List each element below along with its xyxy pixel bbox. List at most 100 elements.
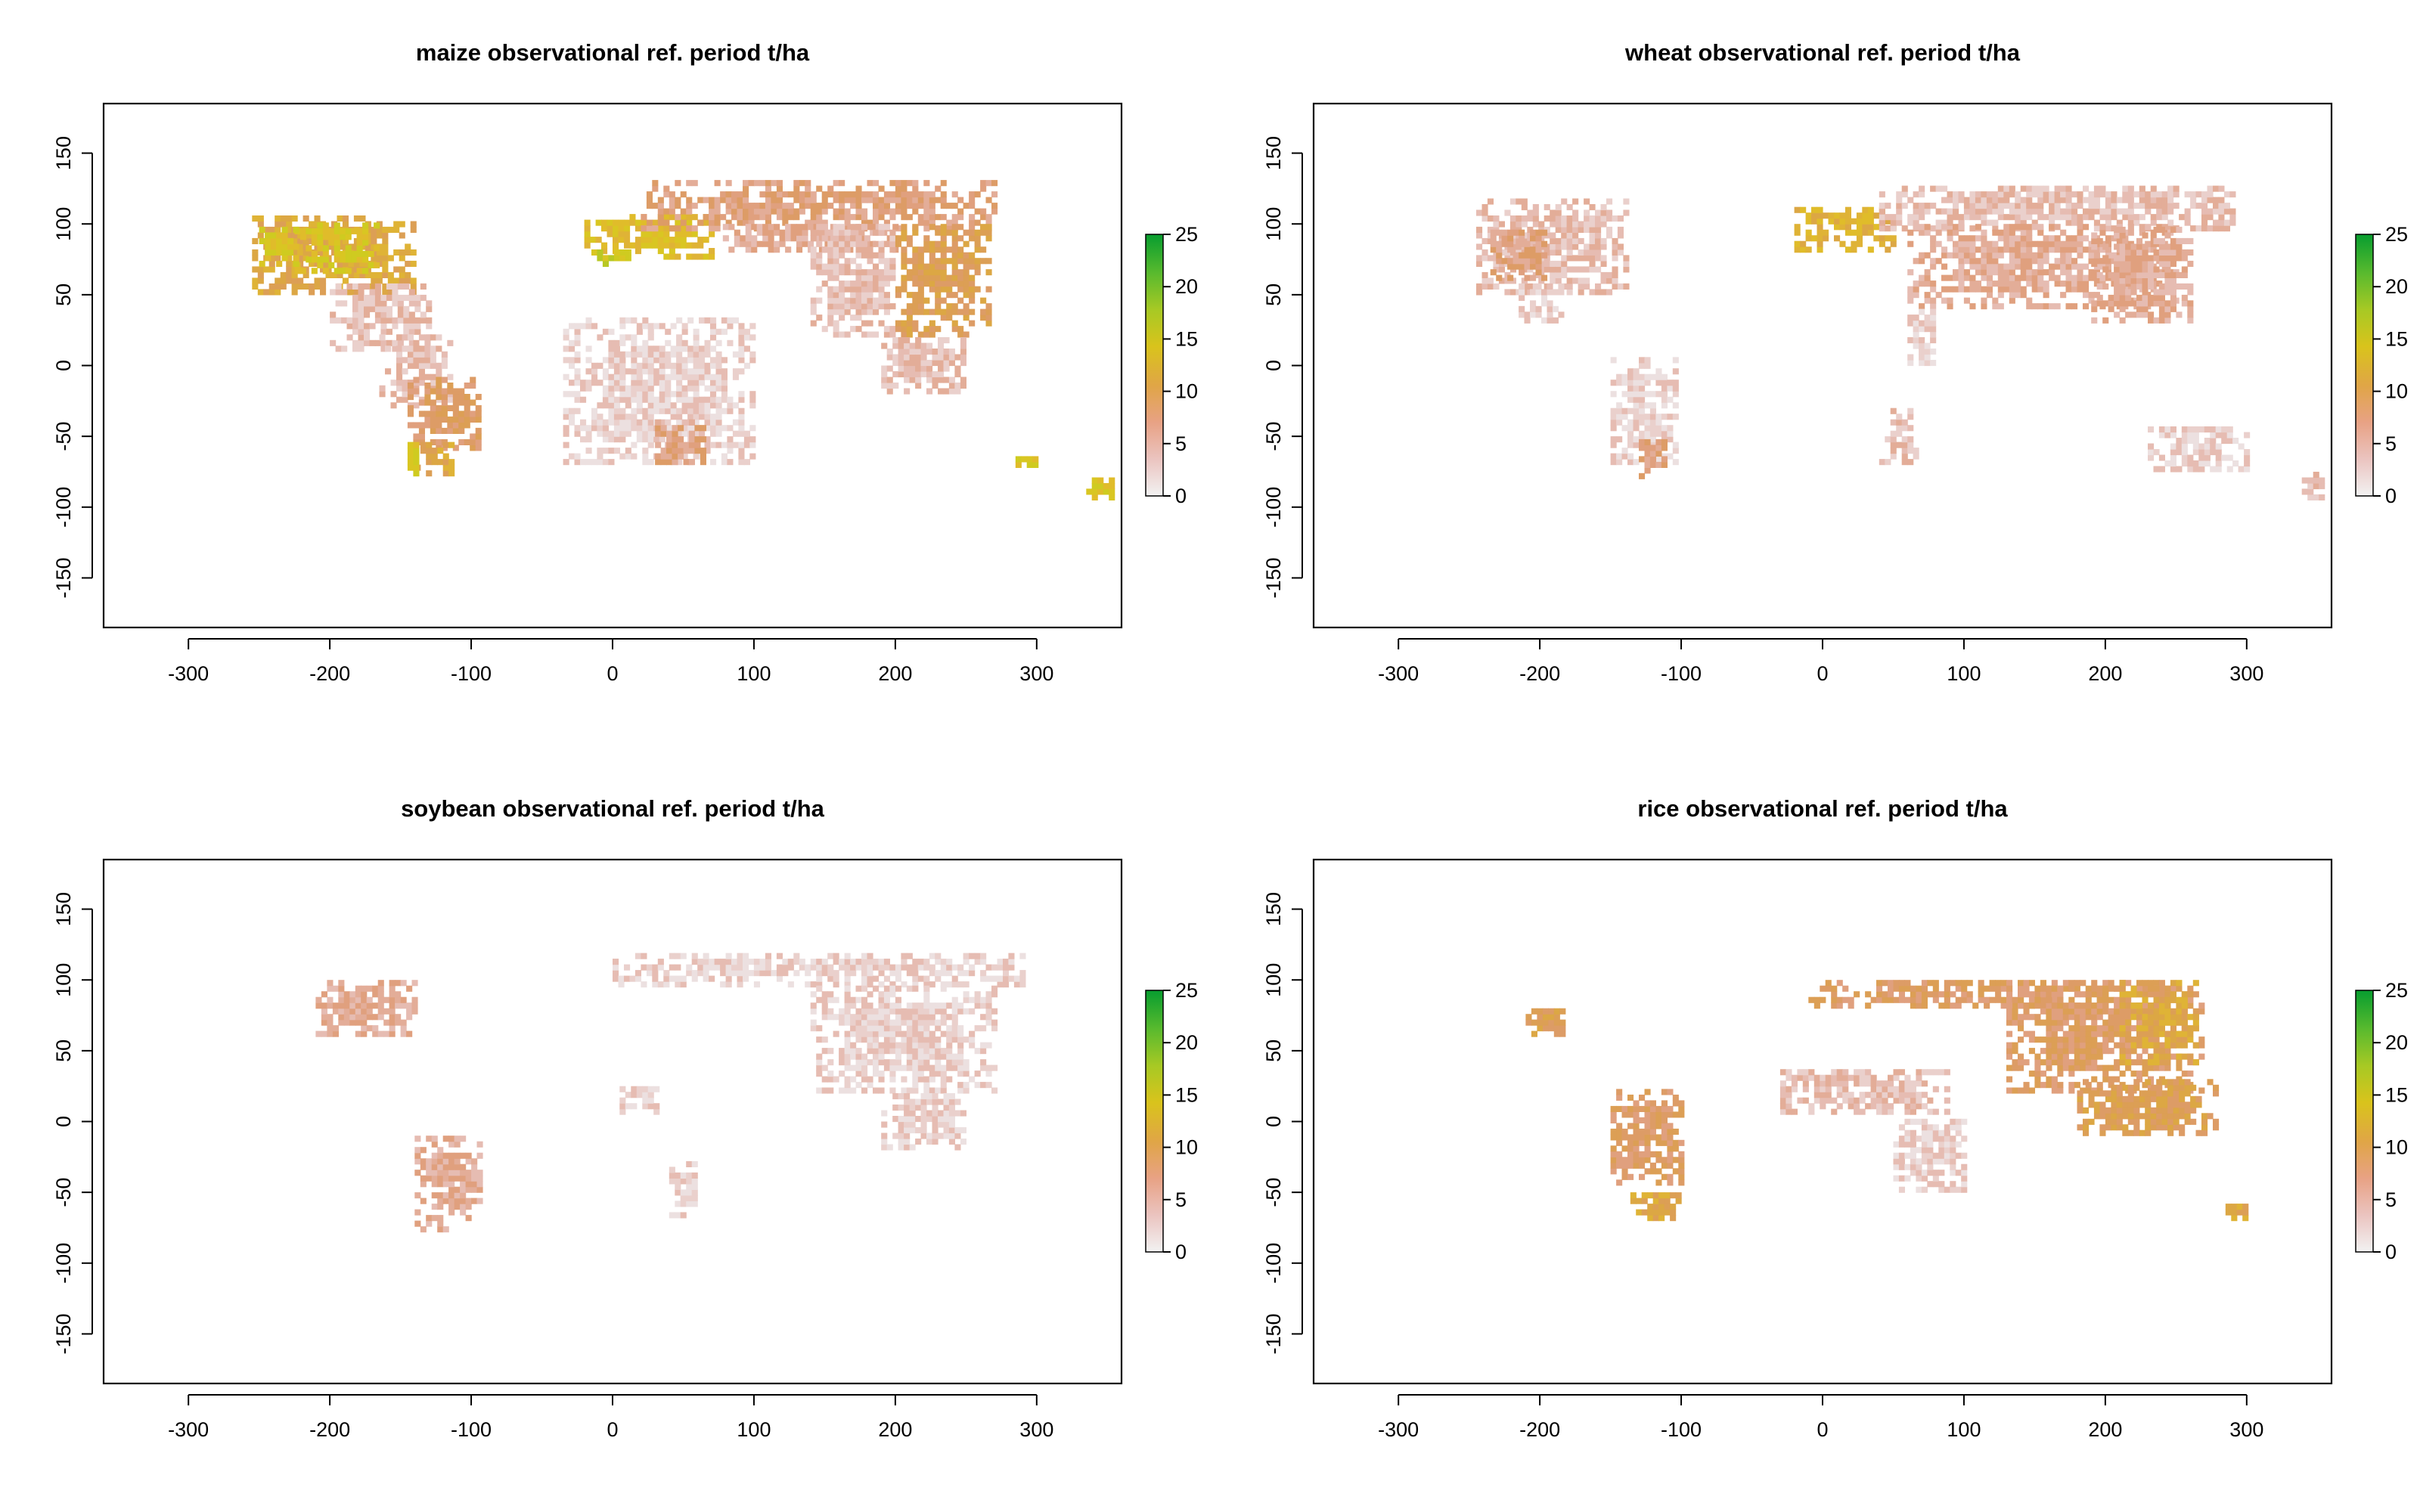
raster-cell <box>873 331 880 338</box>
raster-cell <box>699 368 706 375</box>
raster-cell <box>951 975 958 982</box>
raster-cell <box>431 1170 438 1176</box>
raster-cell <box>1963 240 1970 247</box>
raster-cell <box>2130 283 2137 290</box>
raster-cell <box>745 235 752 242</box>
raster-cell <box>402 380 408 386</box>
raster-cell <box>263 226 270 233</box>
raster-cell <box>1963 297 1970 304</box>
raster-cell <box>901 191 908 198</box>
raster-cell <box>912 1019 919 1026</box>
raster-cell <box>2148 260 2155 267</box>
raster-cell <box>855 1082 862 1089</box>
raster-cell <box>923 197 930 203</box>
raster-cell <box>1623 283 1630 290</box>
raster-cell <box>1879 208 1885 215</box>
raster-cell <box>906 1053 913 1060</box>
raster-cell <box>889 229 896 236</box>
raster-cell <box>374 245 380 252</box>
raster-cell <box>585 436 592 443</box>
raster-cell <box>687 368 694 375</box>
raster-cell <box>659 357 666 364</box>
raster-cell <box>601 242 608 249</box>
raster-cell <box>675 237 681 243</box>
raster-cell <box>2119 255 2126 262</box>
raster-cell <box>407 383 414 389</box>
raster-cell <box>1890 448 1897 454</box>
raster-cell <box>946 1014 953 1021</box>
raster-cell <box>413 442 420 448</box>
raster-cell <box>1550 232 1556 239</box>
raster-cell <box>762 235 769 242</box>
raster-cell <box>1589 260 1596 267</box>
raster-cell <box>734 235 740 242</box>
raster-cell <box>452 445 459 451</box>
raster-cell <box>1501 240 1508 247</box>
raster-cell <box>1507 229 1514 236</box>
raster-cell <box>1578 277 1584 284</box>
raster-cell <box>563 407 569 414</box>
raster-cell <box>805 981 811 988</box>
y-tick-label: -150 <box>1262 557 1285 598</box>
raster-cell <box>2125 277 2132 284</box>
raster-cell <box>1530 252 1537 259</box>
raster-cell <box>352 294 359 301</box>
raster-cell <box>951 252 958 259</box>
raster-cell <box>2187 460 2194 467</box>
raster-cell <box>410 260 417 267</box>
raster-cell <box>1610 380 1617 386</box>
raster-cell <box>929 981 935 988</box>
raster-cell <box>2170 289 2176 296</box>
raster-cell <box>873 1030 880 1037</box>
raster-cell <box>737 975 743 982</box>
raster-cell <box>1555 243 1562 250</box>
raster-cell <box>1879 203 1885 209</box>
raster-cell <box>1969 191 1976 198</box>
raster-cell <box>2148 311 2155 318</box>
raster-cell <box>402 368 408 375</box>
raster-cell <box>608 345 615 352</box>
raster-cell <box>883 224 890 231</box>
raster-cell <box>774 229 780 236</box>
raster-cell <box>715 414 722 420</box>
raster-cell <box>2139 224 2145 231</box>
raster-cell <box>810 252 817 259</box>
raster-cell <box>1941 208 1948 215</box>
raster-cell <box>844 1008 851 1015</box>
raster-cell <box>408 339 415 346</box>
raster-cell <box>1969 246 1976 253</box>
raster-cell <box>980 1059 987 1066</box>
raster-cell <box>1947 297 1953 304</box>
raster-cell <box>1986 269 1993 276</box>
raster-cell <box>816 1036 823 1043</box>
raster-cell <box>2127 197 2134 203</box>
raster-cell <box>676 334 683 341</box>
raster-cell <box>715 373 722 380</box>
raster-cell <box>2114 255 2121 262</box>
raster-cell <box>618 981 625 988</box>
raster-cell <box>923 235 930 242</box>
raster-cell <box>337 260 343 267</box>
raster-cell <box>1963 203 1970 209</box>
raster-cell <box>625 453 631 460</box>
raster-cell <box>408 311 415 318</box>
raster-cell <box>693 334 700 341</box>
raster-cell <box>762 240 769 247</box>
raster-cell <box>923 180 930 187</box>
raster-cell <box>805 191 811 198</box>
raster-cell <box>963 959 970 965</box>
raster-cell <box>624 231 631 237</box>
raster-cell <box>471 1170 478 1176</box>
raster-cell <box>608 459 615 466</box>
x-tick-label: -100 <box>451 662 492 685</box>
raster-cell <box>397 339 404 346</box>
raster-cell <box>883 1048 890 1055</box>
raster-cell <box>901 208 908 215</box>
raster-cell <box>940 1019 947 1026</box>
raster-cell <box>873 1059 880 1066</box>
raster-cell <box>413 448 420 454</box>
raster-cell <box>802 229 808 236</box>
raster-cell <box>1935 229 1942 236</box>
x-tick-label: 200 <box>878 662 912 685</box>
raster-cell <box>867 959 873 965</box>
